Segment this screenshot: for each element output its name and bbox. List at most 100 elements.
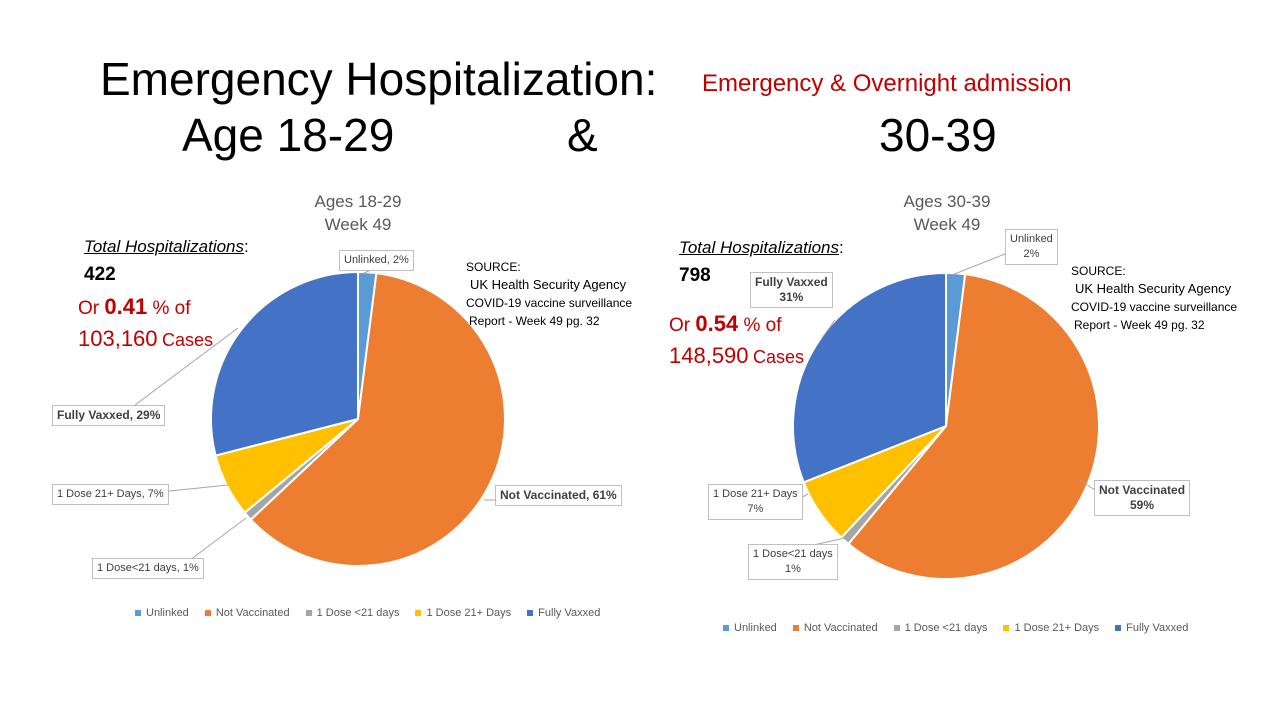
left-label-not-vaccinated: Not Vaccinated, 61% xyxy=(495,485,622,506)
left-legend: Unlinked Not Vaccinated 1 Dose <21 days … xyxy=(135,607,600,619)
right-legend-dose-lt21: 1 Dose <21 days xyxy=(893,622,988,634)
legend-text: 1 Dose 21+ Days xyxy=(426,607,512,619)
leader-left-fully xyxy=(134,327,239,406)
right-total-label: Total Hospitalizations xyxy=(679,238,840,257)
right-total-heading: Total Hospitalizations: xyxy=(679,238,844,258)
legend-swatch xyxy=(723,625,729,631)
left-pct-prefix: Or xyxy=(78,298,100,319)
left-cases-value: 103,160 xyxy=(78,326,158,351)
left-legend-fully: Fully Vaxxed xyxy=(527,607,600,619)
left-source: SOURCE: UK Health Security Agency COVID-… xyxy=(466,258,632,330)
leader-right-unlinked xyxy=(951,251,1011,276)
right-legend-not-vaccinated: Not Vaccinated xyxy=(792,622,878,634)
left-label-dose-21plus: 1 Dose 21+ Days, 7% xyxy=(52,484,169,505)
legend-swatch xyxy=(415,610,422,616)
right-label-not-vaccinated-name: Not Vaccinated xyxy=(1099,483,1186,497)
ampersand: & xyxy=(567,109,598,161)
legend-text: 1 Dose 21+ Days xyxy=(1014,622,1100,634)
left-pct-value: 0.41 xyxy=(104,294,148,319)
right-label-fully-pct: 31% xyxy=(779,290,804,304)
right-legend-unlinked: Unlinked xyxy=(723,622,777,634)
leader-right-fully xyxy=(821,319,836,339)
legend-swatch xyxy=(305,610,312,616)
right-chart-title-line2: Week 49 xyxy=(913,215,981,234)
legend-text: Not Vaccinated xyxy=(803,622,878,634)
left-source-org: UK Health Security Agency xyxy=(470,277,627,292)
left-label-dose-lt21: 1 Dose<21 days, 1% xyxy=(92,558,204,579)
page-title: Emergency Hospitalization: xyxy=(100,53,658,105)
legend-text: Fully Vaxxed xyxy=(1126,622,1189,634)
left-legend-unlinked: Unlinked xyxy=(135,607,189,619)
age-group-right-heading: 30-39 xyxy=(879,109,997,161)
left-total-value: 422 xyxy=(84,264,116,285)
right-total-value: 798 xyxy=(679,265,711,286)
left-legend-dose-lt21: 1 Dose <21 days xyxy=(305,607,400,619)
left-percent-line: Or 0.41 % of xyxy=(78,294,191,320)
right-label-unlinked-pct: 2% xyxy=(1023,248,1040,260)
legend-text: 1 Dose <21 days xyxy=(316,607,400,619)
legend-text: Not Vaccinated xyxy=(215,607,290,619)
legend-swatch xyxy=(893,625,900,631)
right-source-line2: COVID-19 vaccine surveillance xyxy=(1071,300,1238,314)
leader-left-dose-lt21 xyxy=(189,517,247,561)
right-pct-suffix: % of xyxy=(743,315,782,336)
left-total-colon: : xyxy=(244,237,249,256)
legend-swatch xyxy=(1003,625,1010,631)
right-label-dose-lt21-pct: 1% xyxy=(784,563,801,575)
right-label-dose-21plus-pct: 7% xyxy=(747,503,764,515)
right-chart-title-line1: Ages 30-39 xyxy=(903,192,991,211)
legend-swatch xyxy=(792,625,799,631)
right-label-dose-lt21: 1 Dose<21 days 1% xyxy=(748,544,838,580)
right-pct-value: 0.54 xyxy=(695,311,739,336)
right-label-not-vaccinated: Not Vaccinated 59% xyxy=(1094,480,1191,516)
left-label-fully: Fully Vaxxed, 29% xyxy=(52,405,166,426)
legend-text: Unlinked xyxy=(734,622,777,634)
legend-swatch xyxy=(135,610,141,616)
left-total-label: Total Hospitalizations xyxy=(84,237,245,256)
left-source-heading: SOURCE: xyxy=(466,260,521,274)
right-pie xyxy=(792,271,1100,580)
left-chart-title-line2: Week 49 xyxy=(324,215,392,234)
leader-left-dose-21plus xyxy=(159,484,229,493)
right-cases-label: Cases xyxy=(752,347,805,367)
right-label-fully: Fully Vaxxed 31% xyxy=(750,272,833,308)
legend-swatch xyxy=(1115,625,1122,631)
leader-right-not-vaccinated xyxy=(1079,479,1096,491)
left-legend-dose-21plus: 1 Dose 21+ Days xyxy=(415,607,511,619)
left-label-unlinked: Unlinked, 2% xyxy=(339,250,414,271)
legend-text: 1 Dose <21 days xyxy=(904,622,988,634)
right-legend-dose-21plus: 1 Dose 21+ Days xyxy=(1003,622,1099,634)
left-source-line2: COVID-19 vaccine surveillance xyxy=(466,296,633,310)
left-legend-not-vaccinated: Not Vaccinated xyxy=(204,607,290,619)
right-pct-prefix: Or xyxy=(669,315,691,336)
right-slice-not-vaccinated xyxy=(847,273,1100,580)
page-subtitle: Emergency & Overnight admission xyxy=(702,70,1072,97)
right-legend: Unlinked Not Vaccinated 1 Dose <21 days … xyxy=(723,622,1188,634)
left-total-heading: Total Hospitalizations: xyxy=(84,237,249,257)
left-pct-suffix: % of xyxy=(152,298,191,319)
legend-swatch xyxy=(527,610,534,616)
right-source-org: UK Health Security Agency xyxy=(1075,281,1232,296)
right-cases-line: 148,590 Cases xyxy=(669,343,804,369)
right-label-fully-name: Fully Vaxxed xyxy=(755,275,828,289)
right-cases-value: 148,590 xyxy=(669,343,749,368)
left-cases-line: 103,160 Cases xyxy=(78,326,213,352)
right-label-unlinked: Unlinked 2% xyxy=(1005,229,1058,265)
left-cases-label: Cases xyxy=(161,330,214,350)
legend-text: Unlinked xyxy=(146,607,189,619)
right-source-line3: Report - Week 49 pg. 32 xyxy=(1074,318,1205,332)
left-chart-title: Ages 18-29 Week 49 xyxy=(298,190,418,236)
right-label-unlinked-name: Unlinked xyxy=(1010,233,1053,245)
right-label-dose-lt21-name: 1 Dose<21 days xyxy=(753,548,833,560)
right-label-not-vaccinated-pct: 59% xyxy=(1130,498,1155,512)
left-pie xyxy=(210,270,506,567)
right-percent-line: Or 0.54 % of xyxy=(669,311,782,337)
left-chart-title-line1: Ages 18-29 xyxy=(314,192,402,211)
right-total-colon: : xyxy=(839,238,844,257)
right-label-dose-21plus: 1 Dose 21+ Days 7% xyxy=(708,484,803,520)
left-slice-not-vaccinated xyxy=(249,272,506,567)
age-group-left-heading: Age 18-29 xyxy=(182,109,395,161)
left-slice-fully-vaxxed xyxy=(210,270,359,457)
right-source-heading: SOURCE: xyxy=(1071,264,1126,278)
